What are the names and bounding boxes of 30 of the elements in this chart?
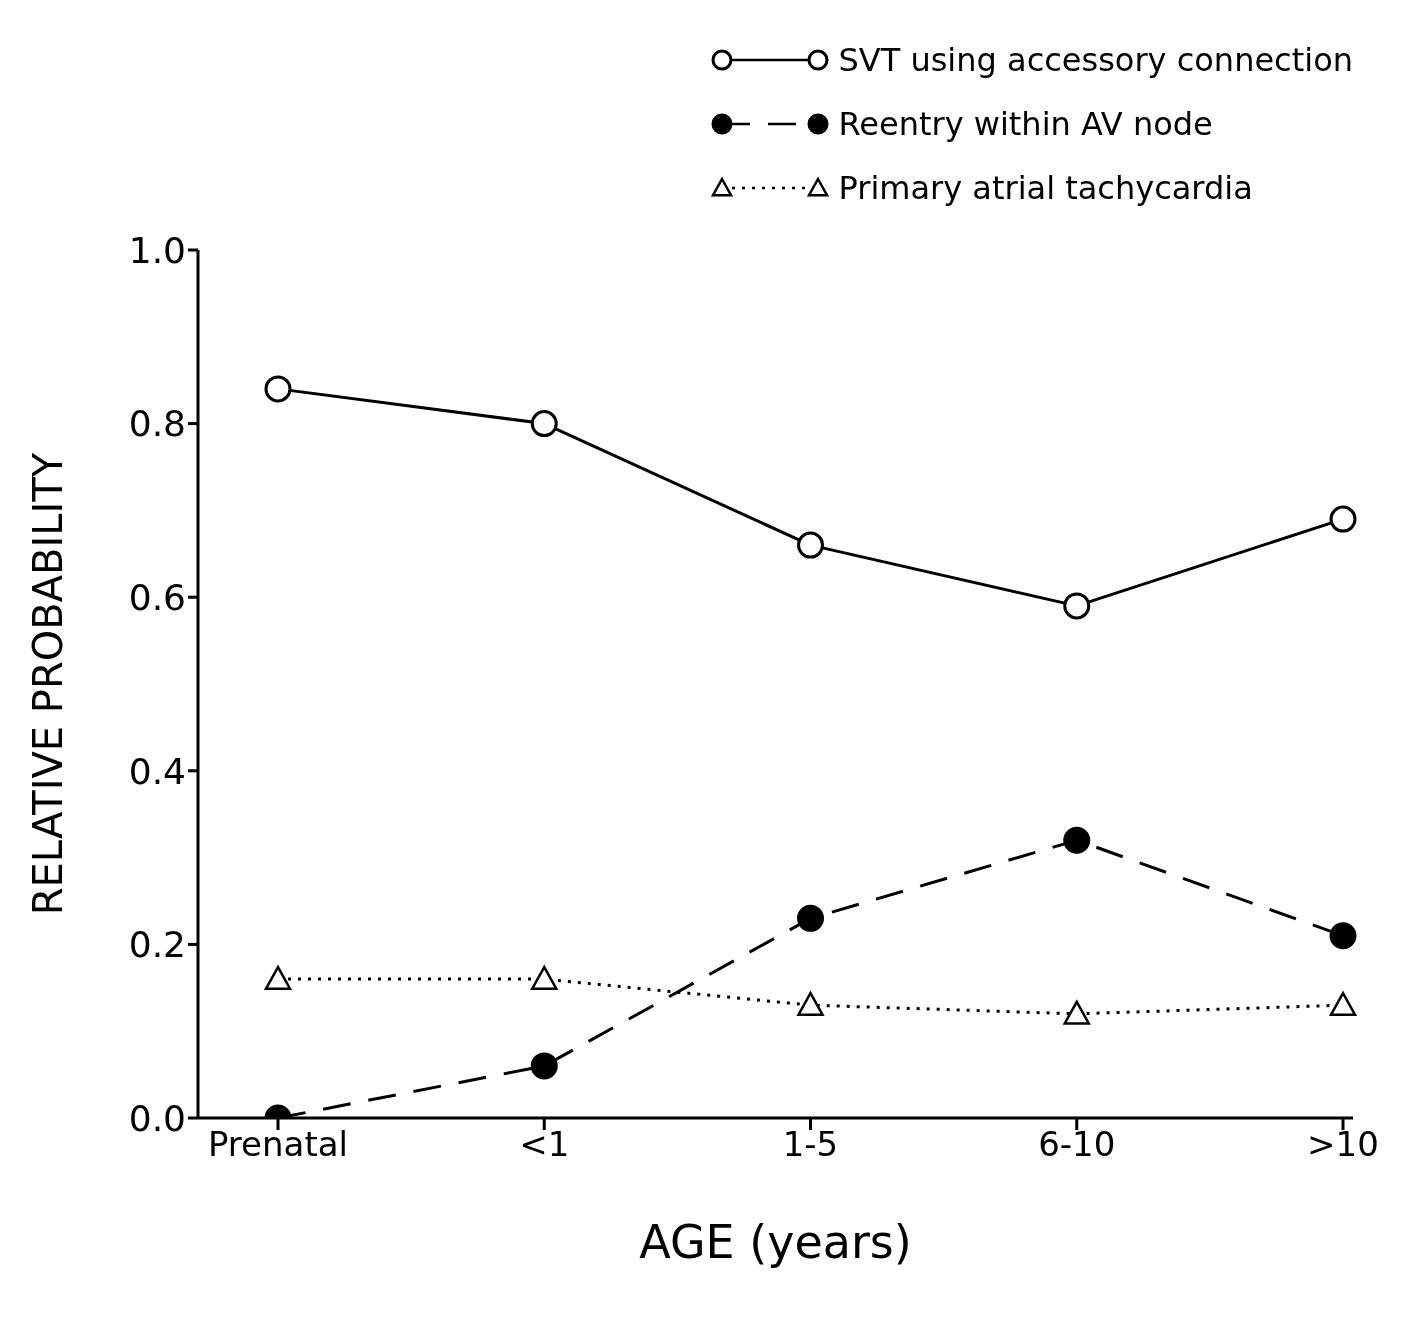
x-axis-title: AGE (years) (639, 1215, 912, 1269)
point (1063, 1000, 1090, 1025)
point (531, 965, 558, 990)
y-tick-label: 0.8 (128, 403, 186, 445)
point (1329, 991, 1357, 1017)
y-tick-label: 0.0 (128, 1097, 186, 1139)
y-axis-title: RELATIVE PROBABILITY (25, 452, 72, 916)
y-tick-label: 1.0 (128, 229, 186, 271)
y-tick-label: 0.6 (128, 576, 186, 618)
point (1329, 505, 1357, 533)
point (1063, 592, 1091, 620)
x-tick-label: <1 (519, 1124, 570, 1165)
point (264, 375, 292, 403)
point (264, 965, 292, 990)
y-tick-label: 0.4 (128, 750, 186, 792)
x-tick-label: Prenatal (207, 1124, 349, 1165)
x-tick-label: 1-5 (782, 1124, 839, 1165)
point (530, 410, 558, 438)
point (797, 991, 824, 1017)
legend-label: SVT using accessory connection (838, 40, 1353, 81)
point (1063, 826, 1091, 854)
legend-label: Reentry within AV node (838, 104, 1213, 145)
point (797, 904, 824, 932)
point (1329, 922, 1357, 950)
legend-label: Primary atrial tachycardia (838, 168, 1253, 209)
point (530, 1052, 558, 1080)
y-tick-label: 0.2 (128, 924, 186, 966)
x-tick-label: >10 (1307, 1124, 1379, 1165)
point (797, 531, 824, 559)
x-tick-label: 6-10 (1038, 1124, 1116, 1165)
